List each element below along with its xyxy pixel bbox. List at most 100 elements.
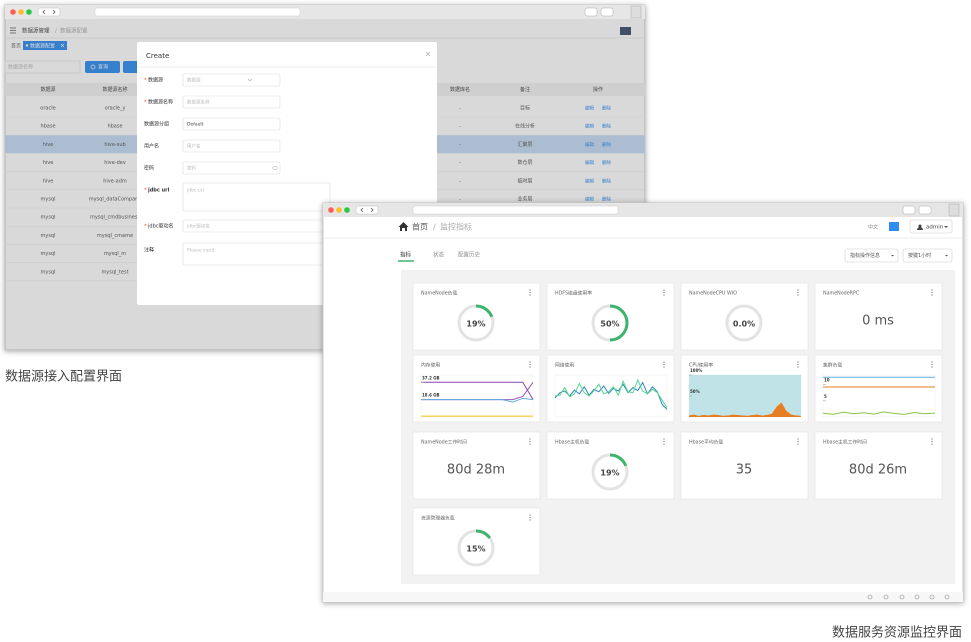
status-icon[interactable] bbox=[914, 594, 920, 600]
field-box[interactable] bbox=[182, 139, 281, 153]
card-menu[interactable] bbox=[663, 289, 665, 291]
card-menu[interactable] bbox=[529, 514, 531, 516]
card-menu[interactable] bbox=[529, 294, 531, 296]
row-action[interactable]: 删除 bbox=[602, 123, 611, 130]
card-menu[interactable] bbox=[931, 363, 933, 366]
card-menu[interactable] bbox=[797, 363, 799, 366]
tab[interactable]: 数据源配置 bbox=[30, 43, 55, 50]
card-menu[interactable] bbox=[797, 366, 799, 368]
eye-icon[interactable] bbox=[272, 166, 278, 170]
nav-buttons[interactable] bbox=[37, 7, 61, 17]
row-action[interactable]: 编辑 bbox=[585, 196, 594, 203]
tab-active[interactable] bbox=[23, 41, 67, 50]
apps-icon[interactable] bbox=[889, 222, 899, 231]
card-menu[interactable] bbox=[797, 291, 799, 294]
tab[interactable]: 配置历史 bbox=[458, 251, 481, 259]
card-menu[interactable] bbox=[797, 361, 799, 363]
browser-icon[interactable] bbox=[630, 5, 642, 19]
row-action[interactable]: 编辑 bbox=[585, 159, 594, 166]
card-menu[interactable] bbox=[663, 438, 665, 440]
row-action[interactable]: 编辑 bbox=[585, 177, 594, 184]
user-icon[interactable] bbox=[620, 27, 631, 35]
window-button[interactable] bbox=[336, 207, 342, 213]
card-menu[interactable] bbox=[797, 438, 799, 440]
status-icon[interactable] bbox=[883, 594, 889, 600]
toolbar-button[interactable] bbox=[844, 248, 899, 263]
window-button[interactable] bbox=[18, 9, 24, 15]
tab-close[interactable] bbox=[60, 43, 65, 48]
card-menu[interactable] bbox=[529, 516, 531, 519]
field-box[interactable] bbox=[182, 95, 281, 109]
field-box[interactable] bbox=[182, 117, 281, 131]
url-bar[interactable] bbox=[94, 7, 301, 17]
status-icon[interactable] bbox=[899, 594, 905, 600]
card-menu[interactable] bbox=[663, 363, 665, 366]
card-menu[interactable] bbox=[529, 438, 531, 440]
card-menu[interactable] bbox=[663, 443, 665, 445]
row-action[interactable]: 编辑 bbox=[585, 105, 594, 112]
row-action[interactable]: 删除 bbox=[602, 196, 611, 203]
required-mark: * bbox=[144, 224, 147, 230]
browser-icon[interactable] bbox=[948, 203, 960, 217]
modal-close[interactable] bbox=[425, 51, 431, 57]
card-menu[interactable] bbox=[529, 363, 531, 366]
language[interactable]: 中文 bbox=[868, 224, 878, 231]
home-icon[interactable] bbox=[398, 222, 409, 231]
card-menu[interactable] bbox=[931, 440, 933, 443]
nav-buttons[interactable] bbox=[355, 205, 379, 215]
card-menu[interactable] bbox=[797, 289, 799, 291]
row-action[interactable]: 删除 bbox=[602, 105, 611, 112]
window-button[interactable] bbox=[10, 9, 16, 15]
card-menu[interactable] bbox=[931, 291, 933, 294]
search-input[interactable] bbox=[4, 60, 81, 74]
search-button[interactable] bbox=[85, 61, 120, 73]
row-action[interactable]: 编辑 bbox=[585, 123, 594, 130]
row-action[interactable]: 删除 bbox=[602, 141, 611, 148]
card-menu[interactable] bbox=[529, 289, 531, 291]
card-menu[interactable] bbox=[529, 361, 531, 363]
tab[interactable]: 首页 bbox=[11, 43, 21, 50]
tab[interactable]: 指标 bbox=[400, 251, 412, 259]
status-icon[interactable] bbox=[929, 594, 935, 600]
card-menu[interactable] bbox=[663, 291, 665, 294]
browser-icon[interactable] bbox=[918, 205, 932, 215]
toolbar-button[interactable] bbox=[902, 248, 953, 263]
row-action[interactable]: 删除 bbox=[602, 177, 611, 184]
card-menu[interactable] bbox=[797, 294, 799, 296]
window-button[interactable] bbox=[344, 207, 350, 213]
card-menu[interactable] bbox=[931, 361, 933, 363]
row-action[interactable]: 删除 bbox=[602, 159, 611, 166]
card-menu[interactable] bbox=[663, 361, 665, 363]
field-box[interactable] bbox=[182, 242, 331, 266]
status-icon[interactable] bbox=[944, 594, 950, 600]
window-button[interactable] bbox=[26, 9, 32, 15]
field-box[interactable] bbox=[182, 182, 331, 212]
card-menu[interactable] bbox=[663, 440, 665, 443]
browser-icon[interactable] bbox=[902, 205, 916, 215]
card-menu[interactable] bbox=[931, 443, 933, 445]
menu-icon[interactable] bbox=[10, 27, 16, 34]
browser-icon[interactable] bbox=[584, 7, 598, 17]
card-menu[interactable] bbox=[529, 443, 531, 445]
url-bar[interactable] bbox=[412, 205, 619, 215]
card-menu[interactable] bbox=[529, 291, 531, 294]
browser-icon[interactable] bbox=[600, 7, 614, 17]
card-menu[interactable] bbox=[797, 440, 799, 443]
card-menu[interactable] bbox=[529, 519, 531, 521]
card-menu[interactable] bbox=[663, 366, 665, 368]
card-menu[interactable] bbox=[797, 443, 799, 445]
status-icon[interactable] bbox=[867, 594, 873, 600]
tab[interactable]: 状态 bbox=[433, 251, 445, 259]
field-box[interactable] bbox=[182, 161, 281, 175]
card-menu[interactable] bbox=[931, 366, 933, 368]
card-menu[interactable] bbox=[931, 438, 933, 440]
card-menu[interactable] bbox=[931, 289, 933, 291]
card-menu[interactable] bbox=[663, 294, 665, 296]
card-menu[interactable] bbox=[931, 294, 933, 296]
card-menu[interactable] bbox=[529, 366, 531, 368]
window-button[interactable] bbox=[328, 207, 334, 213]
row-action[interactable]: 编辑 bbox=[585, 141, 594, 148]
field-label: 注释 bbox=[144, 247, 154, 254]
card-menu[interactable] bbox=[529, 440, 531, 443]
field-box[interactable] bbox=[182, 73, 281, 87]
